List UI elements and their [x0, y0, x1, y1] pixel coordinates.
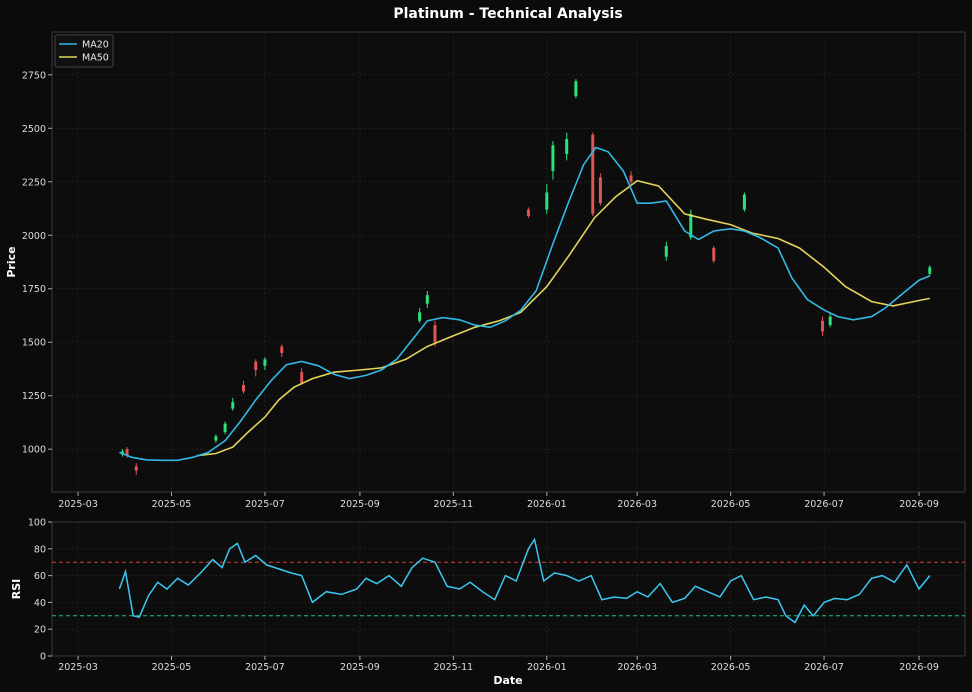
candle-body: [712, 248, 716, 261]
rsi-x-tick-label: 2025-09: [340, 662, 380, 673]
candle-body: [574, 81, 578, 97]
candle-body: [263, 359, 267, 366]
price-x-tick-label: 2025-03: [58, 499, 98, 510]
candle-body: [214, 436, 218, 441]
candle-body: [598, 177, 602, 204]
price-x-tick-label: 2025-05: [152, 499, 192, 510]
candle-body: [629, 175, 633, 182]
candle-body: [425, 295, 429, 304]
ma50-line: [197, 179, 930, 457]
legend-label: MA20: [82, 40, 109, 51]
price-y-ticks: 1000 1250 1500 1750 2000 2250 2500 2750: [22, 70, 52, 456]
rsi-y-tick-label: 80: [34, 544, 46, 555]
rsi-x-tick-label: 2026-01: [527, 662, 567, 673]
price-y-tick-label: 1750: [22, 284, 46, 295]
rsi-x-tick-label: 2026-09: [899, 662, 939, 673]
rsi-x-tick-label: 2025-03: [58, 662, 98, 673]
rsi-x-tick-label: 2026-05: [711, 662, 751, 673]
candle-body: [433, 325, 437, 343]
candle-body: [223, 423, 227, 433]
price-gridlines: [52, 32, 965, 492]
legend-label: MA50: [82, 53, 109, 64]
x-axis-label: Date: [493, 674, 522, 687]
price-axis-label: Price: [5, 246, 18, 277]
candle-body: [545, 192, 549, 210]
legend: MA20 MA50: [54, 34, 114, 68]
candle-body: [821, 320, 825, 332]
candle-body: [828, 316, 832, 326]
candle-body: [664, 245, 668, 257]
price-x-tick-label: 2025-09: [340, 499, 380, 510]
legend-box: [54, 34, 114, 68]
candle-body: [591, 134, 595, 214]
price-x-tick-label: 2026-09: [899, 499, 939, 510]
price-panel: 1000 1250 1500 1750 2000 2250 2500 2750 2025-03…: [5, 31, 966, 510]
price-x-tick-label: 2026-07: [804, 499, 844, 510]
rsi-y-ticks: 0 20 40 60 80 100: [28, 518, 52, 663]
rsi-y-tick-label: 60: [34, 571, 46, 582]
chart-title: Platinum - Technical Analysis: [393, 6, 622, 22]
rsi-x-tick-label: 2025-07: [245, 662, 285, 673]
price-y-tick-label: 2750: [22, 70, 46, 81]
candle-body: [928, 267, 932, 274]
candle-body: [125, 449, 129, 456]
price-y-tick-label: 2000: [22, 231, 46, 242]
rsi-axis-label: RSI: [10, 579, 23, 600]
rsi-x-tick-label: 2025-11: [434, 662, 474, 673]
price-x-tick-label: 2026-05: [711, 499, 751, 510]
rsi-x-tick-label: 2025-05: [152, 662, 192, 673]
price-y-tick-label: 1250: [22, 391, 46, 402]
rsi-panel-frame: [51, 521, 966, 657]
price-y-tick-label: 2500: [22, 124, 46, 135]
candle-body: [418, 312, 422, 321]
rsi-y-tick-label: 40: [34, 598, 46, 609]
rsi-gridlines: [52, 521, 965, 657]
price-x-tick-label: 2025-07: [245, 499, 285, 510]
candle-body: [551, 145, 555, 172]
candle-body: [742, 194, 746, 210]
candle-body: [241, 385, 245, 392]
candle-body: [300, 372, 304, 383]
candle-body: [689, 213, 693, 238]
candle-body: [565, 138, 569, 154]
price-y-tick-label: 2250: [22, 177, 46, 188]
price-panel-frame: [51, 31, 966, 493]
ma20-line: [119, 146, 931, 462]
candle-body: [254, 361, 258, 371]
price-y-tick-label: 1500: [22, 338, 46, 349]
price-x-ticks: 2025-03 2025-05 2025-07 2025-09 2025-11 2026-…: [58, 492, 939, 510]
price-x-tick-label: 2026-03: [617, 499, 657, 510]
rsi-x-tick-label: 2026-07: [804, 662, 844, 673]
rsi-x-tick-label: 2026-03: [617, 662, 657, 673]
candle-body: [134, 466, 138, 471]
rsi-x-ticks: 2025-03 2025-05 2025-07 2025-09 2025-11 2026-…: [58, 656, 939, 673]
price-x-tick-label: 2026-01: [527, 499, 567, 510]
rsi-y-tick-label: 0: [40, 652, 46, 663]
candle-body: [280, 346, 284, 353]
rsi-line: [118, 537, 931, 624]
candle-body: [526, 209, 530, 216]
rsi-y-tick-label: 20: [34, 625, 46, 636]
price-y-tick-label: 1000: [22, 445, 46, 456]
candle-body: [231, 402, 235, 409]
price-x-tick-label: 2025-11: [434, 499, 474, 510]
rsi-y-tick-label: 100: [28, 518, 46, 529]
candlesticks: [120, 79, 932, 475]
